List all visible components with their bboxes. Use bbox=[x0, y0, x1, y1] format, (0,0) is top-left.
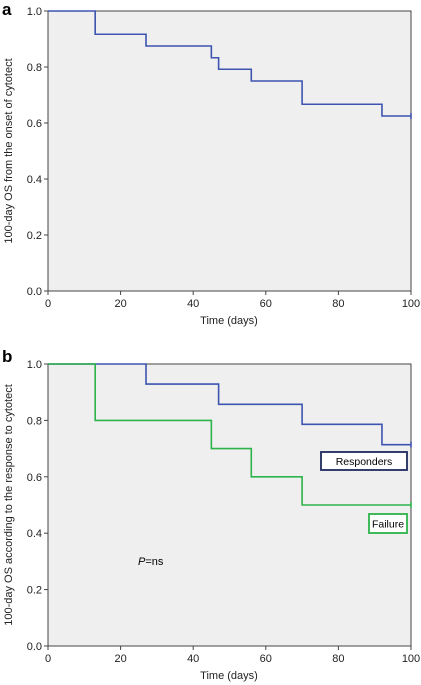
panel-a-y-tick-label: 0.0 bbox=[27, 286, 42, 298]
panel-b-y-tick-label: 0.6 bbox=[27, 472, 42, 484]
panel-a-letter: a bbox=[2, 0, 12, 19]
panel-b-x-tick-label: 20 bbox=[114, 653, 126, 665]
panel-b-x-tick-label: 0 bbox=[45, 653, 51, 665]
panel-a-x-tick-label: 0 bbox=[45, 298, 51, 310]
panel-a-y-axis-label: 100-day OS from the onset of cytotect bbox=[3, 58, 15, 243]
panel-b: b 0.0 0.2 0.4 0.6 0.8 1.0 0 20 40 60 80 100 Respon… bbox=[2, 347, 420, 682]
panel-a-y-tick-label: 0.2 bbox=[27, 230, 42, 242]
p-value-annotation: P=ns bbox=[138, 556, 164, 568]
panel-a-x-tick-label: 80 bbox=[332, 298, 344, 310]
panel-a-x-axis: 0 20 40 60 80 100 bbox=[45, 291, 420, 310]
panel-b-x-tick-label: 80 bbox=[332, 653, 344, 665]
panel-b-y-axis: 0.0 0.2 0.4 0.6 0.8 1.0 bbox=[27, 359, 48, 653]
legend-failure-label: Failure bbox=[372, 519, 404, 531]
p-value-symbol: P bbox=[138, 556, 146, 568]
panel-a-y-tick-label: 0.4 bbox=[27, 174, 42, 186]
panel-a-plot-area bbox=[47, 10, 412, 292]
panel-b-y-tick-label: 0.4 bbox=[27, 528, 42, 540]
panel-a-y-axis: 0.0 0.2 0.4 0.6 0.8 1.0 bbox=[27, 6, 48, 298]
panel-b-y-tick-label: 1.0 bbox=[27, 359, 42, 371]
panel-a-x-axis-label: Time (days) bbox=[200, 315, 258, 327]
panel-b-x-tick-label: 60 bbox=[260, 653, 272, 665]
panel-a-y-tick-label: 0.8 bbox=[27, 62, 42, 74]
panel-a: a 0.0 0.2 0.4 0.6 0.8 1.0 0 20 40 60 80 100 Time (… bbox=[2, 0, 420, 327]
panel-b-responders-curve bbox=[48, 363, 411, 446]
panel-b-x-tick-label: 40 bbox=[187, 653, 199, 665]
panel-b-y-tick-label: 0.2 bbox=[27, 585, 42, 597]
legend-responders-box bbox=[320, 451, 408, 471]
panel-a-series bbox=[48, 10, 412, 119]
panel-b-y-axis-label: 100-day OS according to the response to … bbox=[3, 384, 15, 626]
panel-b-x-axis-label: Time (days) bbox=[200, 670, 258, 682]
panel-b-y-tick-label: 0.0 bbox=[27, 641, 42, 653]
legend-responders-label: Responders bbox=[336, 456, 393, 468]
panel-b-x-tick-label: 100 bbox=[402, 653, 420, 665]
panel-a-x-tick-label: 60 bbox=[260, 298, 272, 310]
panel-b-legend: Responders Failure bbox=[320, 451, 408, 534]
panel-b-y-tick-label: 0.8 bbox=[27, 415, 42, 427]
panel-a-x-tick-label: 20 bbox=[114, 298, 126, 310]
panel-b-failure-curve bbox=[48, 363, 411, 506]
p-value-text: =ns bbox=[145, 556, 164, 568]
panel-a-y-tick-label: 1.0 bbox=[27, 6, 42, 18]
legend-failure-box bbox=[368, 513, 408, 534]
panel-b-letter: b bbox=[2, 347, 12, 366]
panel-a-y-tick-label: 0.6 bbox=[27, 118, 42, 130]
panel-b-series bbox=[48, 363, 412, 508]
panel-a-x-tick-label: 40 bbox=[187, 298, 199, 310]
panel-a-x-tick-label: 100 bbox=[402, 298, 420, 310]
panel-a-survival-curve bbox=[48, 10, 411, 117]
panel-b-x-axis: 0 20 40 60 80 100 bbox=[45, 646, 420, 665]
